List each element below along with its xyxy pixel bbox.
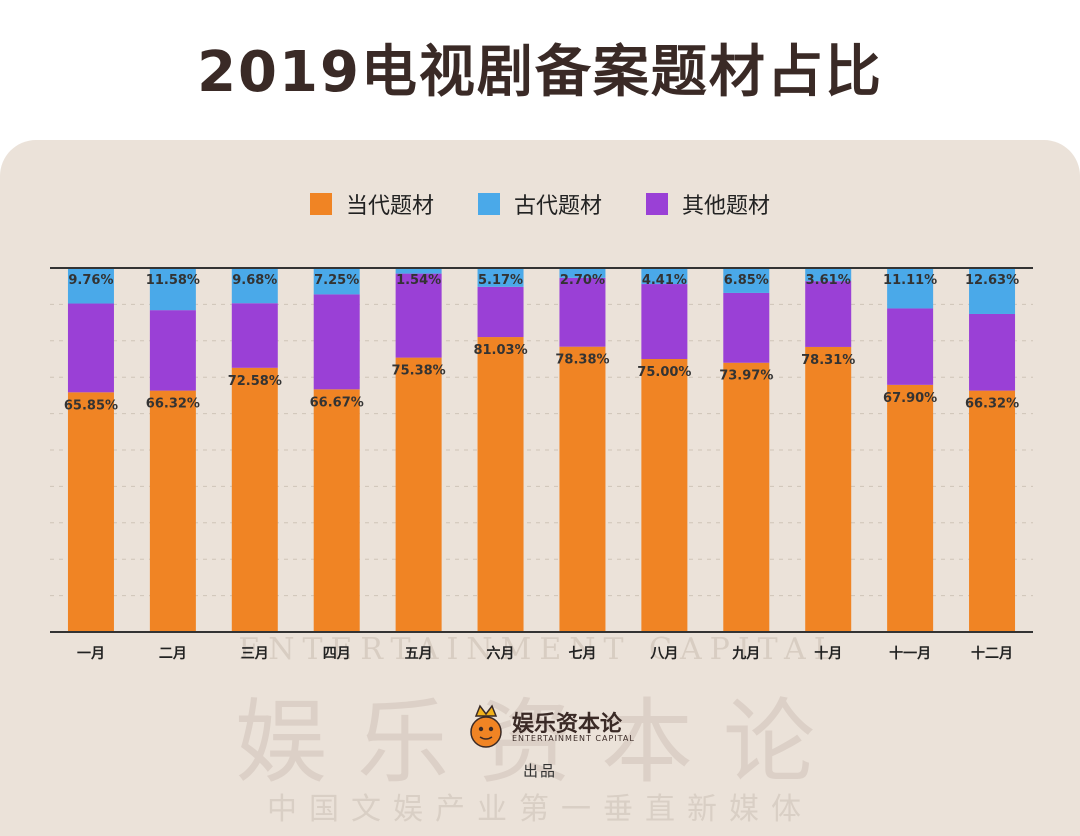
data-label-ancient: 11.11% <box>883 273 937 288</box>
data-label-ancient: 3.61% <box>806 273 851 288</box>
chart-title: 2019电视剧备案题材占比 <box>197 40 883 105</box>
bar-modern <box>149 390 196 632</box>
bar-ancient <box>149 268 196 311</box>
bar-ancient <box>477 268 524 287</box>
x-tick-label: 三月 <box>241 646 269 662</box>
x-tick-label: 五月 <box>405 646 433 662</box>
bar-other <box>969 313 1016 391</box>
data-label-ancient: 2.70% <box>560 273 605 288</box>
bar-other <box>641 284 688 359</box>
bar-ancient <box>723 268 770 293</box>
data-label-modern: 66.67% <box>310 395 364 410</box>
x-tick-label: 七月 <box>568 646 596 662</box>
bar-other <box>887 308 934 385</box>
bar-modern <box>723 362 770 632</box>
data-label-modern: 73.97% <box>719 369 773 384</box>
bar-ancient <box>887 268 934 309</box>
bar-other <box>559 277 606 347</box>
legend-item-modern: 当代题材 <box>309 188 434 220</box>
bar-modern <box>395 357 442 632</box>
data-label-modern: 66.32% <box>146 397 200 412</box>
bar-ancient <box>67 268 114 304</box>
legend-label-other: 其他题材 <box>682 194 771 219</box>
bar-ancient <box>641 268 688 285</box>
legend-swatch-other <box>646 193 668 215</box>
bar-other <box>313 294 360 390</box>
bar-modern <box>477 337 524 632</box>
legend: 当代题材 古代题材 其他题材 <box>0 188 1080 220</box>
bar-other <box>67 303 114 393</box>
x-tick-label: 十二月 <box>971 645 1013 662</box>
bar-ancient <box>969 268 1016 314</box>
data-label-modern: 75.38% <box>392 364 446 379</box>
bar-modern <box>313 389 360 632</box>
data-label-ancient: 9.68% <box>232 273 277 288</box>
legend-item-other: 其他题材 <box>646 188 770 220</box>
brand-subtitle: ENTERTAINMENT CAPITAL <box>512 734 635 743</box>
data-label-modern: 78.31% <box>801 353 855 368</box>
bar-ancient <box>805 268 852 282</box>
brand-name: 娱乐资本论 <box>512 711 623 737</box>
bar-modern <box>887 384 934 632</box>
bar-other <box>805 281 852 347</box>
brand-logo: 娱乐资本论 ENTERTAINMENT CAPITAL <box>462 698 635 754</box>
legend-swatch-ancient <box>477 193 500 215</box>
x-tick-label: 九月 <box>731 646 760 662</box>
x-tick-label: 六月 <box>487 645 515 662</box>
legend-item-ancient: 古代题材 <box>477 188 602 220</box>
legend-swatch-modern <box>309 193 332 215</box>
byline: 出品 <box>522 762 557 780</box>
x-tick-label: 一月 <box>77 646 105 662</box>
data-label-ancient: 11.58% <box>146 273 200 288</box>
watermark-cn: 娱乐资本论 <box>234 689 845 796</box>
bar-other <box>231 303 278 368</box>
x-tick-label: 四月 <box>323 646 351 662</box>
data-label-modern: 67.90% <box>883 391 937 406</box>
bar-modern <box>805 346 852 632</box>
data-label-ancient: 5.17% <box>478 273 523 288</box>
data-label-modern: 72.58% <box>228 374 282 389</box>
x-tick-label: 十一月 <box>889 645 931 662</box>
data-label-ancient: 12.63% <box>965 273 1019 288</box>
watermark-en: ENTERTAINMENT CAPITAL <box>238 632 842 667</box>
bar-ancient <box>395 268 442 274</box>
x-tick-label: 十月 <box>814 645 842 662</box>
data-label-ancient: 9.76% <box>68 273 113 288</box>
bar-modern <box>231 367 278 632</box>
data-label-modern: 66.32% <box>965 397 1019 412</box>
bar-ancient <box>231 268 278 304</box>
bar-ancient <box>313 268 360 295</box>
bar-modern <box>969 390 1016 632</box>
data-label-ancient: 4.41% <box>642 273 687 288</box>
data-label-modern: 78.38% <box>555 353 609 368</box>
legend-label-ancient: 古代题材 <box>513 194 602 219</box>
bar-other <box>395 273 442 358</box>
data-label-modern: 81.03% <box>473 343 527 358</box>
bar-modern <box>67 392 114 632</box>
legend-label-modern: 当代题材 <box>345 194 434 219</box>
bar-ancient <box>559 268 606 278</box>
data-label-ancient: 1.54% <box>396 273 441 288</box>
watermark-slogan: 中国文娱产业第一垂直新媒体 <box>267 792 813 827</box>
bar-modern <box>641 359 688 632</box>
data-label-ancient: 6.85% <box>724 273 769 288</box>
x-tick-label: 二月 <box>159 646 187 662</box>
data-label-modern: 75.00% <box>637 365 691 380</box>
data-label-modern: 65.85% <box>64 398 118 413</box>
mascot-icon <box>470 704 502 748</box>
bar-other <box>149 310 196 391</box>
data-label-ancient: 7.25% <box>314 273 359 288</box>
bar-modern <box>559 346 606 632</box>
bar-other <box>723 292 770 363</box>
x-tick-label: 八月 <box>649 646 678 662</box>
bar-other <box>477 286 524 338</box>
